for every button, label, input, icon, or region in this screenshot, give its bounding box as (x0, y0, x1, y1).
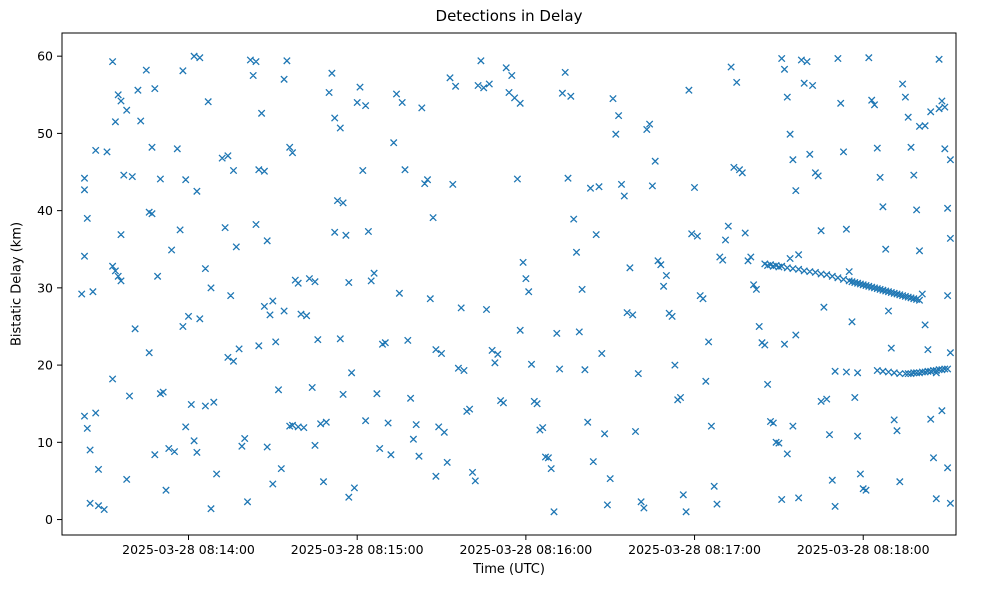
x-tick-label: 2025-03-28 08:16:00 (459, 542, 592, 557)
x-tick-label: 2025-03-28 08:17:00 (628, 542, 761, 557)
x-tick-label: 2025-03-28 08:15:00 (291, 542, 424, 557)
y-tick-label: 0 (45, 512, 53, 527)
y-axis-ticks: 0 10 20 30 40 50 60 (37, 49, 62, 527)
x-axis-label: Time (UTC) (473, 562, 545, 577)
y-tick-label: 50 (37, 126, 53, 141)
x-tick-label: 2025-03-28 08:14:00 (122, 542, 255, 557)
plot-title: Detections in Delay (435, 7, 583, 25)
y-tick-label: 30 (37, 280, 53, 295)
y-tick-label: 40 (37, 203, 53, 218)
data-points (78, 52, 955, 516)
plot-frame (61, 32, 957, 536)
y-tick-label: 10 (37, 435, 53, 450)
x-tick-label: 2025-03-28 08:18:00 (797, 542, 930, 557)
x-axis-ticks: 2025-03-28 08:14:00 2025-03-28 08:15:00 20… (122, 535, 930, 557)
y-axis-label: Bistatic Delay (km) (9, 221, 25, 347)
y-tick-label: 20 (37, 358, 53, 373)
y-tick-label: 60 (37, 49, 53, 64)
scatter-markers (78, 52, 955, 516)
